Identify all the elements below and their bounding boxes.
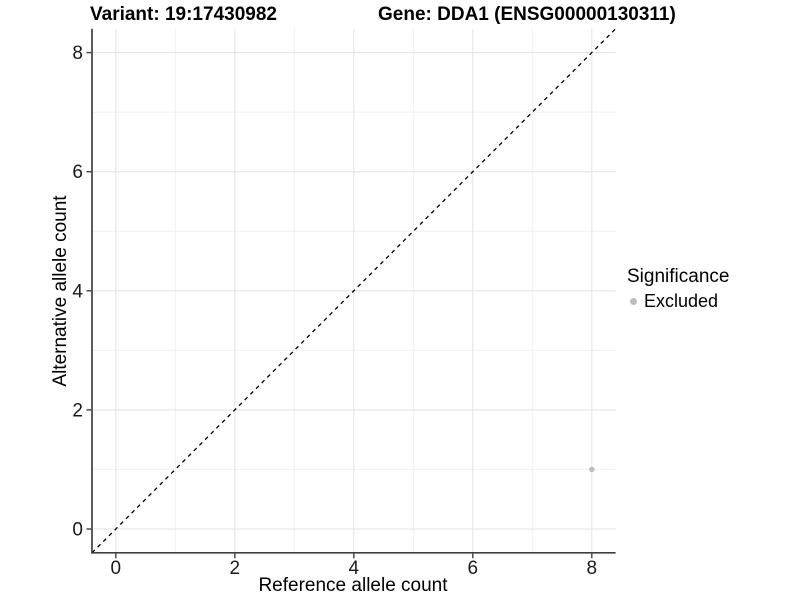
svg-text:8: 8 <box>72 43 83 64</box>
legend-point-icon <box>630 298 637 305</box>
svg-text:4: 4 <box>349 558 360 579</box>
legend-item-excluded: Excluded <box>627 291 729 312</box>
svg-text:0: 0 <box>111 558 122 579</box>
gene-title: Gene: DDA1 (ENSG00000130311) <box>378 4 676 25</box>
legend-item-label: Excluded <box>644 291 719 311</box>
data-points <box>589 466 595 473</box>
svg-text:6: 6 <box>468 558 479 579</box>
svg-text:4: 4 <box>72 281 83 302</box>
axis-ticks <box>86 51 593 559</box>
svg-text:2: 2 <box>230 558 241 579</box>
tick-labels: 0 2 4 6 8 0 2 4 6 8 <box>72 43 597 579</box>
svg-text:8: 8 <box>587 558 598 579</box>
axis-lines <box>91 28 616 554</box>
legend-title: Significance <box>627 266 730 287</box>
y-axis-title: Alternative allele count <box>50 195 71 387</box>
svg-text:0: 0 <box>72 519 83 540</box>
svg-text:2: 2 <box>72 400 83 421</box>
identity-dashed-line <box>91 28 617 554</box>
x-axis-title: Reference allele count <box>258 575 448 596</box>
variant-title: Variant: 19:17430982 <box>90 4 277 25</box>
data-point-excluded <box>589 466 595 473</box>
legend: Significance Excluded <box>627 266 729 312</box>
svg-text:6: 6 <box>72 162 83 183</box>
